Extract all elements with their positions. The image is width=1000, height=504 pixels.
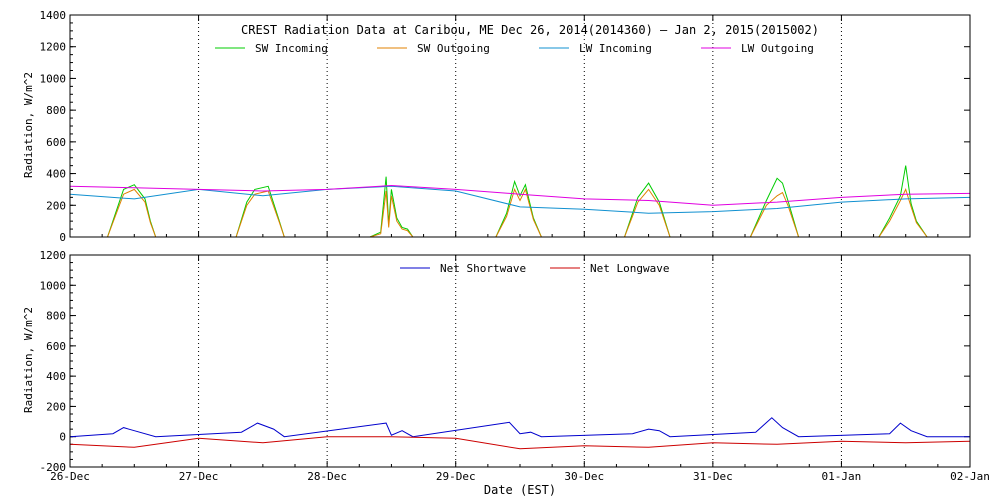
chart-title: CREST Radiation Data at Caribou, ME Dec … <box>241 23 819 37</box>
bottom-ytick-label: 200 <box>46 400 66 413</box>
top-panel: CREST Radiation Data at Caribou, ME Dec … <box>22 9 971 244</box>
top-ytick-label: 400 <box>46 168 66 181</box>
bottom-ytick-label: 1000 <box>40 279 67 292</box>
bottom-ytick-label: -200 <box>40 461 67 474</box>
top-ytick-label: 1200 <box>40 41 67 54</box>
top-legend-label: SW Outgoing <box>417 42 490 55</box>
xtick-label: 27-Dec <box>179 470 219 483</box>
bottom-ytick-label: 600 <box>46 340 66 353</box>
xtick-label: 02-Jan <box>950 470 990 483</box>
top-plot-frame <box>69 14 971 238</box>
bottom-ytick-label: 400 <box>46 370 66 383</box>
top-ytick-label: 200 <box>46 199 66 212</box>
top-legend-label: LW Incoming <box>579 42 652 55</box>
top-ytick-label: 600 <box>46 136 66 149</box>
bottom-plot-frame <box>69 254 971 468</box>
bottom-series-net-longwave <box>69 436 971 450</box>
xtick-label: 01-Jan <box>822 470 862 483</box>
bottom-y-axis-label: Radiation, W/m^2 <box>22 307 35 413</box>
bottom-ytick-label: 0 <box>59 431 66 444</box>
top-legend-label: LW Outgoing <box>741 42 814 55</box>
bottom-panel: Radiation, W/m^2 Date (EST) -200 0 200 400 6… <box>22 249 990 497</box>
bottom-ytick-label: 800 <box>46 310 66 323</box>
top-y-axis-label: Radiation, W/m^2 <box>22 72 35 178</box>
top-series-sw-incoming <box>107 165 928 238</box>
xtick-label: 29-Dec <box>436 470 476 483</box>
top-ytick-label: 1000 <box>40 72 67 85</box>
x-axis-label: Date (EST) <box>484 483 556 497</box>
top-ytick-label: 800 <box>46 104 66 117</box>
top-ytick-label: 0 <box>59 231 66 244</box>
xtick-label: 30-Dec <box>564 470 604 483</box>
bottom-series-net-shortwave <box>69 417 970 438</box>
top-series-sw-outgoing <box>107 187 928 238</box>
top-legend-label: SW Incoming <box>255 42 328 55</box>
xtick-label: 31-Dec <box>693 470 733 483</box>
bottom-ytick-label: 1200 <box>40 249 67 262</box>
bottom-legend-label: Net Longwave <box>590 262 669 275</box>
xtick-label: 28-Dec <box>307 470 347 483</box>
xtick-label: 26-Dec <box>50 470 90 483</box>
top-ytick-label: 1400 <box>40 9 67 22</box>
bottom-legend-label: Net Shortwave <box>440 262 526 275</box>
top-series-lw-incoming <box>69 185 971 214</box>
top-series-lw-outgoing <box>69 184 971 206</box>
